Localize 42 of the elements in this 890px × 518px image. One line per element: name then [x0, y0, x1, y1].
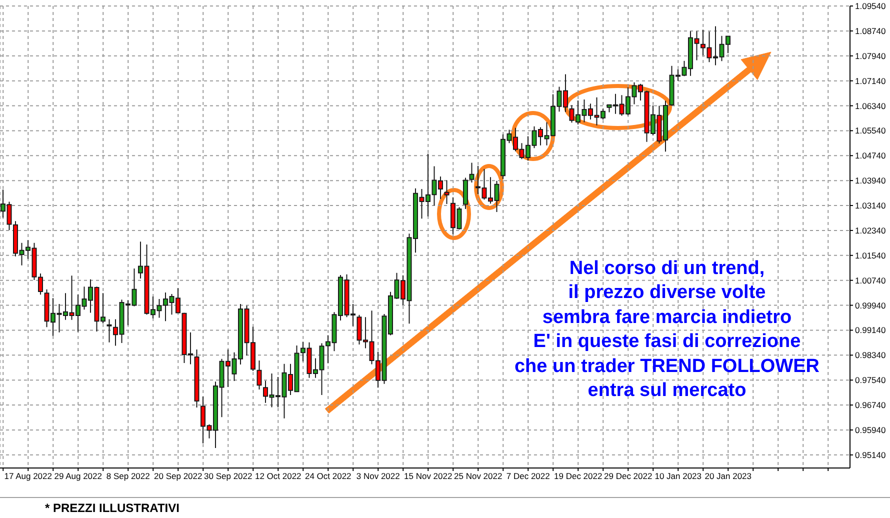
candlestick: [106, 318, 112, 343]
x-tick-label: 3 Nov 2022: [356, 471, 400, 482]
y-tick-label: 1.09540: [855, 1, 886, 12]
y-tick-label: 1.00740: [855, 275, 886, 286]
x-tick-label: 20 Sep 2022: [154, 471, 202, 482]
y-tick-label: 1.04740: [855, 150, 886, 161]
y-tick-label: 0.95940: [855, 424, 886, 435]
annotation: Nel corso di un trend, il prezzo diverse volte sembra fare marcia indietro E' in queste fasi di correzione che un trader TREND FOLLOWER entra sul mercato: [513, 257, 821, 404]
candlestick: [444, 180, 450, 204]
x-tick-label: 29 Dec 2022: [604, 471, 652, 482]
y-tick-label: 1.06340: [855, 100, 886, 111]
x-tick-label: 25 Nov 2022: [454, 471, 502, 482]
x-tick-label: 10 Jan 2023: [654, 471, 702, 482]
y-tick-label: 1.08740: [855, 26, 886, 36]
x-tick-label: 24 Oct 2022: [304, 471, 352, 482]
candlestick: [463, 177, 468, 210]
y-tick-label: 1.07140: [855, 76, 886, 86]
candlestick: [194, 349, 200, 408]
x-tick-label: 30 Sep 2022: [204, 471, 252, 482]
y-tick-label: 1.07940: [855, 50, 886, 61]
x-tick-label: 12 Oct 2022: [254, 471, 302, 482]
x-tick-label: 8 Sep 2022: [106, 471, 150, 482]
y-tick-label: 1.05540: [855, 126, 886, 136]
y-tick-label: 1.03140: [855, 200, 886, 211]
y-tick-label: 0.99140: [855, 325, 886, 336]
text: * PREZZI ILLUSTRATIVI: [45, 501, 180, 516]
y-tick-label: 0.98340: [855, 350, 886, 360]
y-tick-label: 0.96740: [855, 400, 886, 410]
x-tick-label: 19 Dec 2022: [554, 471, 602, 482]
y-tick-label: 1.01540: [855, 250, 886, 260]
y-tick-label: 1.02340: [855, 225, 886, 236]
x-tick-label: 7 Dec 2022: [506, 471, 550, 482]
x-tick-label: 20 Jan 2023: [704, 471, 752, 482]
y-tick-label: 1.03940: [855, 176, 886, 186]
x-tick-label: 17 Aug 2022: [4, 471, 52, 482]
y-tick-label: 0.99940: [855, 300, 886, 310]
x-tick-label: 29 Aug 2022: [54, 471, 102, 482]
y-tick-label: 0.95140: [855, 450, 886, 460]
candlestick: [469, 162, 474, 183]
y-tick-label: 0.97540: [855, 375, 886, 386]
candlestick: [256, 360, 262, 390]
x-tick-label: 15 Nov 2022: [404, 471, 452, 482]
